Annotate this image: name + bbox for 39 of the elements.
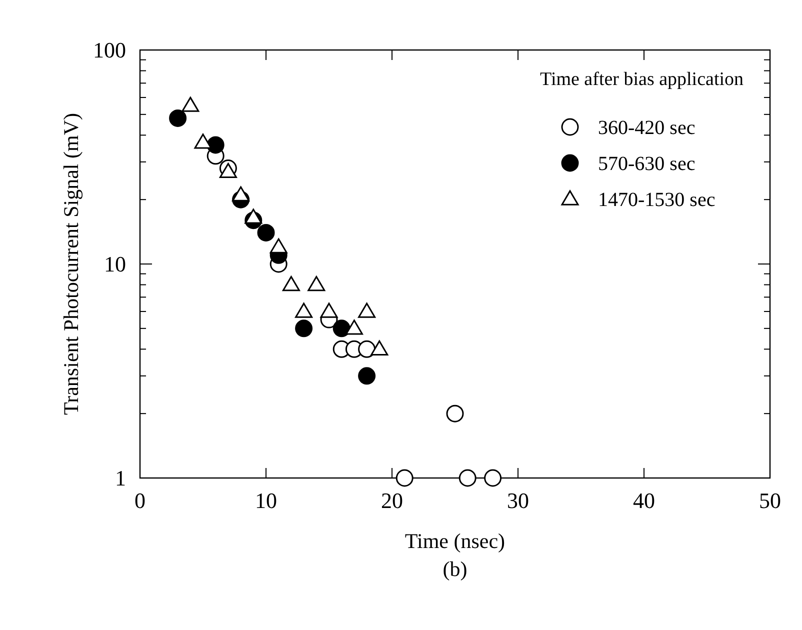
point — [244, 208, 262, 224]
x-tick-label: 40 — [633, 488, 655, 513]
y-tick-label: 10 — [104, 252, 126, 277]
x-tick-label: 30 — [507, 488, 529, 513]
point — [206, 136, 224, 154]
point — [332, 320, 350, 338]
point — [396, 469, 414, 487]
point — [484, 469, 502, 487]
x-tick-label: 20 — [381, 488, 403, 513]
x-tick-label: 50 — [759, 488, 781, 513]
point — [320, 302, 338, 318]
point — [257, 224, 275, 242]
x-axis-title: Time (nsec) — [404, 529, 506, 553]
y-tick-label: 100 — [93, 38, 126, 63]
y-axis-title: Transient Photocurrent Signal (mV) — [59, 113, 83, 415]
point — [219, 162, 237, 178]
text: (b) — [442, 557, 468, 581]
point — [169, 109, 187, 127]
point — [446, 404, 464, 422]
point — [194, 134, 212, 149]
point — [232, 186, 250, 202]
point — [295, 320, 313, 338]
point — [308, 276, 326, 292]
legend-label: 570-630 sec — [598, 153, 696, 175]
point — [282, 276, 300, 292]
point — [270, 238, 288, 254]
point — [358, 302, 376, 318]
legend-label: 1470-1530 sec — [598, 189, 716, 211]
legend-title: Time after bias application — [540, 69, 744, 90]
point — [370, 340, 388, 356]
legend-label: 360-420 sec — [598, 117, 696, 139]
x-tick-label: 10 — [255, 488, 277, 513]
point — [182, 96, 200, 112]
point — [458, 469, 476, 487]
point — [358, 340, 376, 358]
x-tick-label: 0 — [134, 488, 146, 513]
point — [295, 302, 313, 318]
y-tick-label: 1 — [115, 466, 126, 491]
point — [358, 367, 376, 385]
